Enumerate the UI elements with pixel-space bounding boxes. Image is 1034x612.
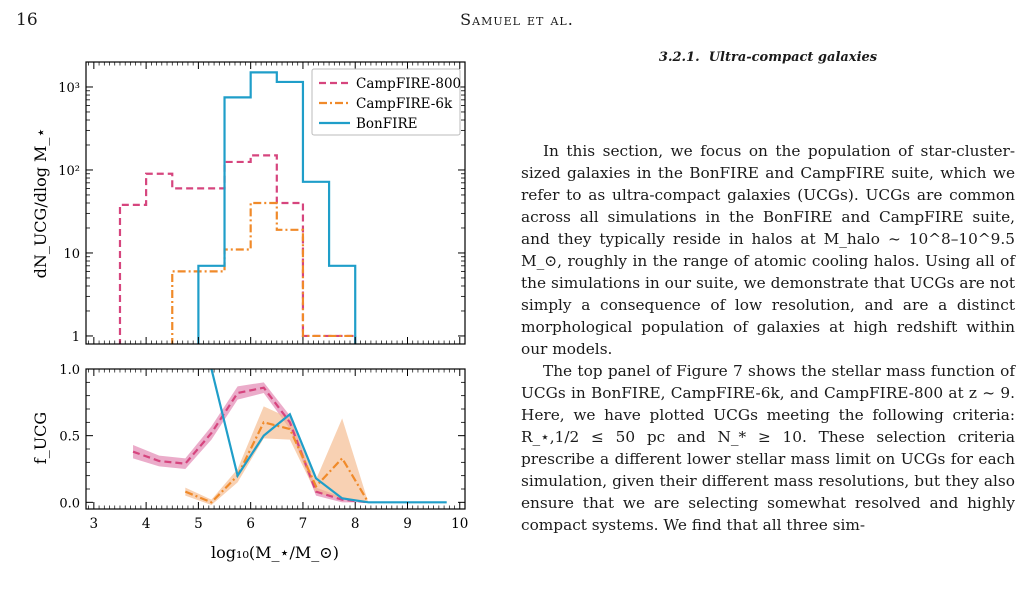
- x-tick-label: 5: [194, 516, 203, 532]
- body-text: In this section, we focus on the populat…: [521, 140, 1015, 536]
- running-header: Samuel et al.: [460, 10, 574, 29]
- legend-label: CampFIRE-6k: [356, 96, 453, 112]
- top-ytick-label: 10²: [58, 164, 80, 179]
- x-tick-label: 4: [142, 516, 151, 532]
- x-tick-label: 10: [451, 516, 468, 532]
- top-panel: 1 10 10² 10³ CampFIRE-800 CampFIRE-6k BonFIRE…: [31, 61, 466, 345]
- top-series-campfire-6k: [171, 201, 357, 344]
- paragraph-2: The top panel of Figure 7 shows the stel…: [521, 362, 1015, 534]
- bottom-ylabel: f_UCG: [31, 412, 50, 464]
- x-axis-label: log₁₀(M_⋆/M_⊙): [211, 543, 339, 562]
- bottom-frame: [85, 368, 466, 510]
- bottom-ytick-label: 0.5: [59, 430, 80, 445]
- legend-label: CampFIRE-800: [356, 76, 461, 92]
- x-tick-label: 3: [90, 516, 99, 532]
- legend: CampFIRE-800 CampFIRE-6k BonFIRE: [311, 68, 461, 136]
- top-ytick-label: 1: [72, 330, 80, 345]
- x-tick-label: 7: [299, 516, 308, 532]
- top-ylabel: dN_UCG/dlog M_⋆: [31, 128, 50, 279]
- page-number: 16: [16, 10, 38, 30]
- x-tick-label: 9: [403, 516, 412, 532]
- x-tick-label: 6: [246, 516, 255, 532]
- bottom-ytick-label: 1.0: [59, 363, 80, 378]
- bottom-ytick-label: 0.0: [59, 496, 80, 511]
- section-number: 3.2.1.: [658, 50, 700, 65]
- section-heading: 3.2.1. Ultra-compact galaxies: [521, 50, 1015, 65]
- paragraph-1: In this section, we focus on the populat…: [521, 142, 1015, 358]
- top-ytick-label: 10: [63, 247, 80, 262]
- top-ytick-label: 10³: [58, 81, 80, 96]
- figure-7: 1 10 10² 10³ CampFIRE-800 CampFIRE-6k BonFIRE…: [31, 61, 468, 562]
- bottom-series-campfire-6k: [184, 421, 370, 504]
- bottom-band-campfire-6k: [185, 406, 369, 505]
- legend-label: BonFIRE: [356, 116, 417, 132]
- x-tick-label: 8: [351, 516, 360, 532]
- section-title: Ultra-compact galaxies: [708, 50, 878, 65]
- bottom-panel: 0.0 0.5 1.0 3 4 5 6 7 8 9 10 f_UCG log₁₀(M_⋆/M_⊙): [31, 363, 468, 562]
- bottom-series-campfire-800: [132, 386, 369, 504]
- top-series-bonfire: [197, 71, 357, 344]
- top-series-campfire-800: [118, 154, 357, 344]
